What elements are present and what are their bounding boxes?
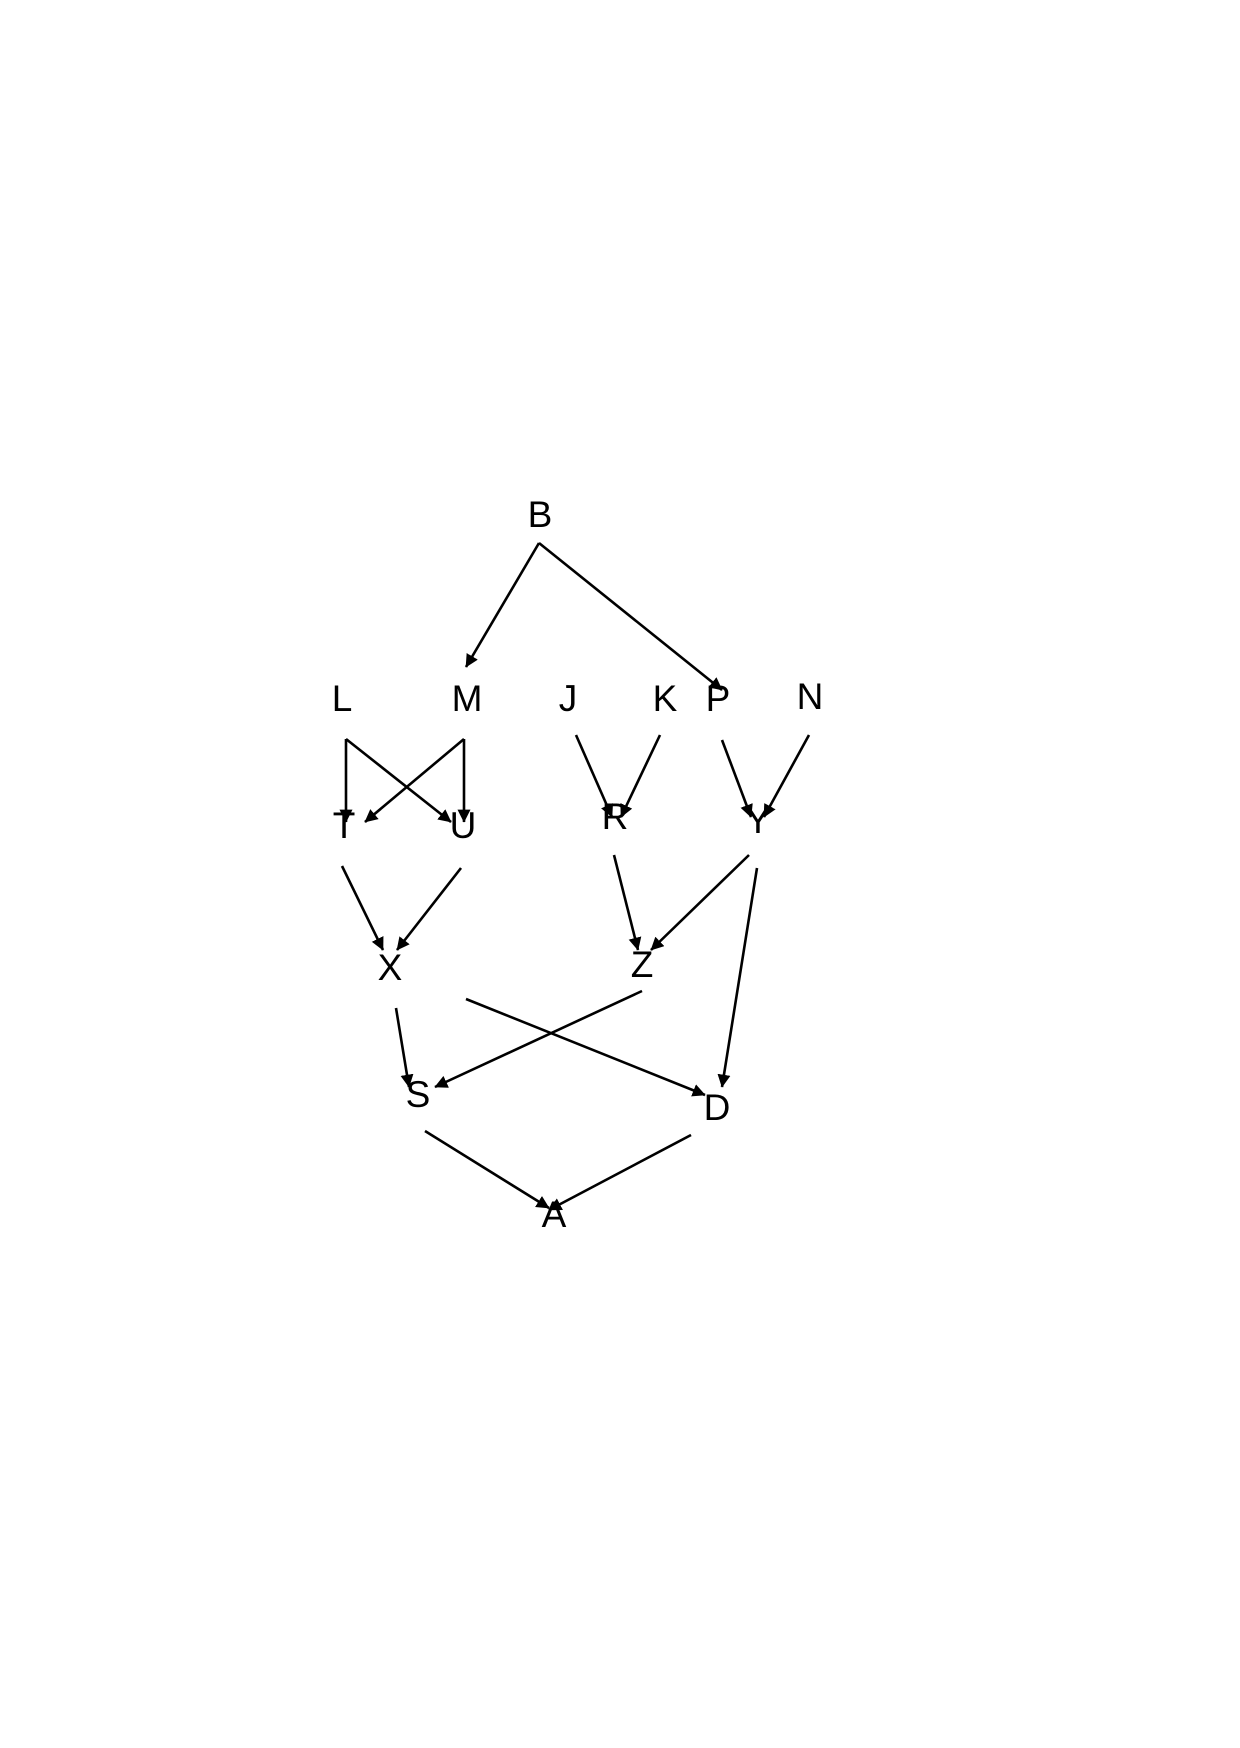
arrow-p-to-y [720,739,753,818]
arrow-d-to-a [548,1133,692,1212]
nodes: B L M J K P N T U R Y X Z S D A [332,494,824,1235]
arrow-t-to-x [340,865,385,951]
node-t: T [333,805,356,846]
node-z: Z [631,944,654,985]
node-x: X [378,947,403,988]
arrow-x-to-s [394,1007,414,1088]
node-b: B [528,494,553,535]
arrow-b-to-m [464,542,541,668]
arrow-j-to-r [574,734,614,818]
arrow-m-to-t [364,738,465,823]
node-d: D [704,1087,731,1128]
arrow-y-to-z [650,854,750,951]
arrow-b-to-p [538,541,723,692]
node-m: M [452,678,483,719]
arrow-k-to-r [619,734,662,818]
node-j: J [559,678,578,719]
node-r: R [602,796,629,837]
node-u: U [450,805,477,846]
arrow-s-to-a [424,1129,550,1210]
node-a: A [542,1194,567,1235]
arrow-u-to-x [395,867,463,951]
node-p: P [706,678,731,719]
node-l: L [332,678,353,719]
node-n: N [797,676,824,717]
node-s: S [406,1074,431,1115]
arrow-r-to-z [612,854,642,951]
edges [339,541,811,1212]
arrow-z-to-s [434,989,643,1089]
arrow-n-to-y [762,734,811,818]
arrow-y-to-d [717,867,759,1088]
arrow-l-to-u [345,737,452,824]
node-k: K [653,678,678,719]
arrow-x-to-d [465,997,706,1097]
node-y: Y [746,800,771,841]
